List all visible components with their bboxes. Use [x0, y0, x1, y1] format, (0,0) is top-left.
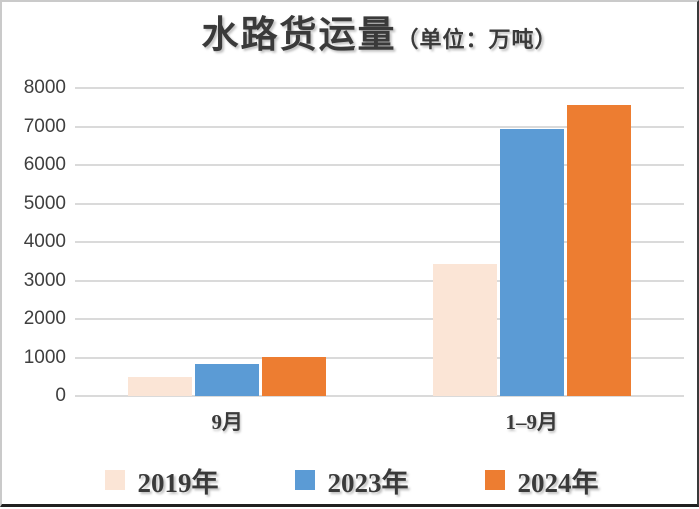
legend-swatch	[294, 470, 315, 490]
y-axis-tick-label: 3000	[23, 269, 66, 291]
legend: 2019年 2023年 2024年	[2, 460, 699, 500]
legend-swatch	[484, 470, 505, 490]
x-axis-label: 1–9月	[505, 410, 559, 434]
legend-item: 2019年	[104, 461, 219, 500]
bar-2024年-9月	[262, 357, 327, 396]
y-axis-tick-label: 7000	[23, 115, 66, 137]
gridline	[75, 279, 684, 282]
y-axis-tick-label: 5000	[23, 192, 66, 214]
gridline	[75, 241, 684, 243]
legend-swatch	[104, 470, 125, 490]
bar-2019年-9月	[128, 376, 193, 396]
gridline	[75, 202, 684, 205]
gridline	[75, 395, 684, 397]
x-axis-label: 9月	[211, 410, 244, 434]
y-axis-tick-label: 2000	[23, 308, 66, 329]
legend-label: 2024年	[517, 467, 599, 498]
legend-label: 2019年	[137, 467, 219, 498]
chart-title: 水路货运量（单位：万吨）	[75, 10, 684, 62]
bar-2023年-1–9月	[499, 129, 564, 396]
gridline	[75, 125, 684, 128]
y-axis-tick-label: 6000	[23, 154, 66, 175]
gridline	[75, 87, 684, 89]
y-axis-tick-label: 0	[55, 385, 66, 406]
gridline	[75, 318, 684, 320]
bar-2023年-9月	[195, 364, 260, 396]
legend-item: 2023年	[294, 461, 409, 500]
gridline	[75, 164, 684, 166]
y-axis-tick-label: 4000	[23, 231, 66, 252]
bar-2024年-1–9月	[566, 104, 631, 396]
y-axis-tick-label: 1000	[23, 346, 66, 368]
legend-item: 2024年	[484, 461, 599, 500]
chart-title-unit: （单位：万吨）	[396, 27, 558, 52]
bar-2019年-1–9月	[432, 263, 497, 396]
chart-title-text: 水路货运量	[201, 15, 397, 56]
legend-label: 2023年	[327, 467, 409, 498]
gridline	[75, 356, 684, 359]
y-axis-tick-label: 8000	[23, 77, 66, 98]
